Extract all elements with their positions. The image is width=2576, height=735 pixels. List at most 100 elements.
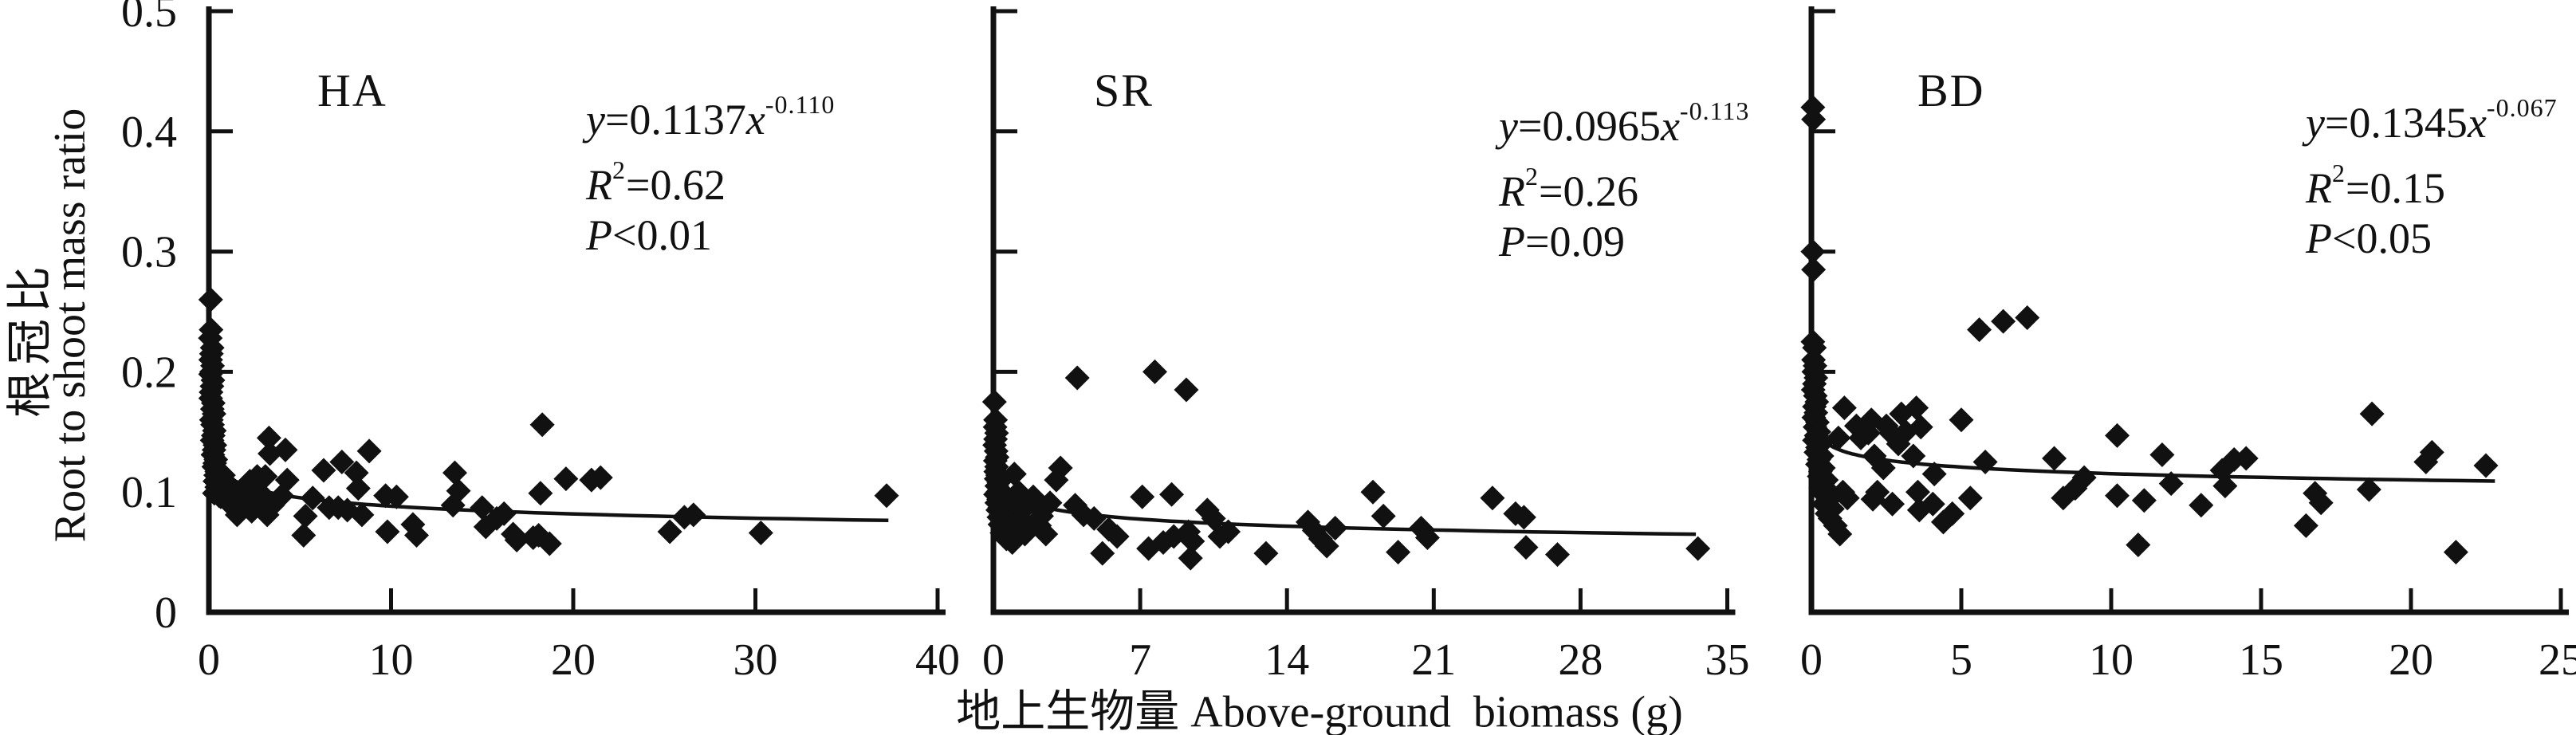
x-tick-label: 10 xyxy=(369,635,414,685)
p-var: P xyxy=(586,211,612,259)
x-tick-label: 30 xyxy=(733,635,778,685)
eq-x-var: x xyxy=(2467,99,2487,147)
p-var: P xyxy=(2306,214,2332,262)
data-point xyxy=(1323,515,1348,540)
r-sup: 2 xyxy=(2332,159,2346,187)
data-point xyxy=(1178,545,1203,571)
y-tick-label: 0.4 xyxy=(121,108,177,157)
data-point xyxy=(2359,401,2385,426)
p-value: <0.01 xyxy=(612,211,712,259)
axis-lines xyxy=(1808,6,2569,615)
data-point xyxy=(1360,479,1386,505)
x-tick-label: 40 xyxy=(915,635,960,685)
data-point xyxy=(344,460,369,485)
eq-exponent: -0.113 xyxy=(1679,96,1750,125)
eq-exponent: -0.067 xyxy=(2486,93,2558,122)
data-point xyxy=(2126,533,2151,558)
x-tick-label: 35 xyxy=(1705,635,1750,685)
data-point xyxy=(1414,525,1440,551)
eq-body: =0.1345 xyxy=(2324,99,2468,147)
data-point xyxy=(356,438,382,464)
data-point xyxy=(681,502,706,528)
data-point xyxy=(1180,529,1205,554)
data-point xyxy=(491,501,517,526)
y-tick-label: 0.1 xyxy=(121,468,177,517)
data-point xyxy=(470,495,495,521)
data-point xyxy=(1216,519,1241,544)
data-point xyxy=(1130,484,1155,509)
data-point xyxy=(269,483,294,509)
data-point xyxy=(300,485,325,511)
x-tick-label: 0 xyxy=(982,635,1005,685)
axis-lines xyxy=(206,6,946,615)
data-point xyxy=(1880,491,1905,517)
data-point xyxy=(1386,540,1411,565)
data-point xyxy=(1314,533,1339,559)
data-point xyxy=(1685,536,1711,561)
data-point xyxy=(1513,535,1539,560)
eq-body: =0.1137 xyxy=(604,96,746,143)
x-tick-label: 20 xyxy=(2389,635,2433,685)
data-point xyxy=(1801,257,1827,282)
data-point xyxy=(1886,431,1911,457)
r-value: =0.62 xyxy=(626,161,726,209)
data-point xyxy=(2105,483,2130,509)
eq-body: =0.0965 xyxy=(1517,102,1661,150)
data-point xyxy=(1801,107,1827,132)
data-point xyxy=(1159,481,1185,507)
data-point xyxy=(2149,442,2175,467)
data-point xyxy=(1544,542,1570,568)
panel-title-bd: BD xyxy=(1917,65,1985,116)
r-squared-line: R2=0.62 xyxy=(586,145,835,210)
data-point xyxy=(1104,524,1130,549)
data-point xyxy=(2158,471,2184,497)
r-squared-line: R2=0.26 xyxy=(1499,151,1749,217)
data-point xyxy=(748,520,773,545)
panel-sr: 0 7 14 21 28 35 xyxy=(981,6,1750,685)
data-point xyxy=(446,478,471,504)
data-point xyxy=(198,287,223,312)
x-tick-label: 5 xyxy=(1950,635,1972,685)
data-point xyxy=(1967,317,1992,343)
data-point xyxy=(1800,239,1826,265)
r-var: R xyxy=(1499,167,1525,215)
p-value-line: P=0.09 xyxy=(1499,217,1749,267)
data-point xyxy=(2189,493,2214,518)
x-tick-label: 0 xyxy=(198,635,220,685)
eq-y-var: y xyxy=(1499,102,1518,150)
x-tick-label: 0 xyxy=(1800,635,1823,685)
y-tick-label: 0.5 xyxy=(121,0,177,37)
panel-title-sr: SR xyxy=(1094,65,1154,116)
data-point xyxy=(2293,513,2318,538)
x-tick-label: 20 xyxy=(551,635,596,685)
data-point xyxy=(1033,521,1059,547)
r-squared-line: R2=0.15 xyxy=(2306,148,2558,214)
data-point xyxy=(1037,490,1063,516)
data-point xyxy=(293,503,318,529)
data-point xyxy=(529,412,555,438)
data-point xyxy=(2308,490,2334,516)
x-tick-label: 25 xyxy=(2539,635,2576,685)
data-point xyxy=(1855,420,1881,446)
r-value: =0.15 xyxy=(2346,164,2445,212)
panel-ha: 0 0.1 0.2 0.3 0.4 0.5 0 10 20 30 40 xyxy=(121,0,960,685)
data-point xyxy=(403,522,429,548)
data-point xyxy=(874,483,899,509)
data-point xyxy=(1908,415,1933,440)
data-point xyxy=(1826,425,1851,450)
data-point xyxy=(2473,453,2499,478)
data-point xyxy=(981,389,1007,415)
x-axis-label: 地上生物量 Above-ground biomass (g) xyxy=(956,687,1683,735)
data-point xyxy=(2356,477,2381,502)
data-point xyxy=(442,460,467,485)
data-point xyxy=(256,425,281,450)
data-point xyxy=(1090,540,1115,566)
data-point xyxy=(2212,474,2238,499)
data-point xyxy=(1904,395,1929,421)
data-point xyxy=(1940,501,1965,526)
axis-lines xyxy=(990,6,1736,615)
eq-x-var: x xyxy=(745,96,765,143)
r-sup: 2 xyxy=(612,155,626,184)
panel-title-ha: HA xyxy=(317,65,387,116)
data-point xyxy=(1921,462,1947,487)
